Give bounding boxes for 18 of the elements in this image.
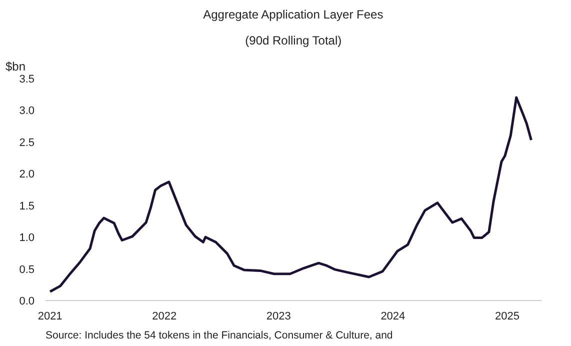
- chart-title: Aggregate Application Layer Fees: [203, 8, 384, 22]
- x-tick-label: 2024: [380, 310, 406, 322]
- x-tick-label: 2022: [152, 310, 177, 322]
- x-tick-label: 2021: [38, 310, 62, 322]
- y-tick-label: 3.5: [19, 74, 35, 86]
- y-tick-label: 1.0: [19, 232, 35, 244]
- source-note: Source: Includes the 54 tokens in the Financials, Consumer & Culture, and: [46, 330, 393, 342]
- y-tick-label: 3.0: [19, 105, 35, 118]
- line-series: [48, 96, 532, 293]
- y-tick-label: 2.5: [19, 136, 35, 149]
- x-tick-label: 2023: [266, 310, 291, 322]
- y-tick-label: 2.0: [19, 168, 35, 181]
- y-tick-label: 0.0: [19, 296, 35, 308]
- y-tick-label: 1.5: [19, 200, 35, 212]
- x-tick-label: 2025: [494, 310, 520, 322]
- y-tick-label: 0.5: [19, 264, 35, 276]
- chart-subtitle: (90d Rolling Total): [245, 34, 342, 48]
- y-axis-title: $bn: [6, 60, 26, 74]
